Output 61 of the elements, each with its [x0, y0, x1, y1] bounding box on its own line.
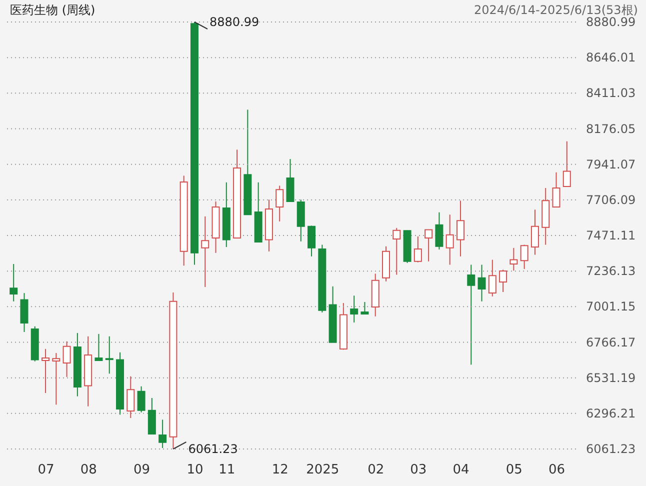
y-tick-label: 8411.03	[586, 86, 636, 100]
candlestick	[520, 244, 528, 270]
candlestick	[350, 295, 358, 323]
candlestick	[392, 227, 401, 276]
y-tick-label: 7001.15	[586, 300, 636, 314]
chart-title: 医药生物 (周线)	[10, 3, 96, 17]
annotation: 8880.99	[209, 15, 260, 29]
candlestick	[424, 229, 433, 262]
y-tick-label: 7941.07	[586, 157, 636, 172]
candlestick	[62, 340, 71, 378]
x-tick-label: 03	[410, 462, 427, 478]
candlestick	[148, 398, 156, 435]
y-tick-label: 7706.09	[586, 192, 636, 207]
candlestick	[530, 209, 539, 256]
candlestick	[446, 214, 454, 266]
candlestick	[201, 216, 210, 288]
candlestick	[42, 348, 50, 394]
y-tick-label: 8646.01	[586, 50, 636, 65]
x-tick-label: 11	[218, 462, 236, 478]
x-tick-label: 2025	[306, 462, 340, 478]
candlestick	[126, 376, 135, 418]
x-tick-label: 09	[134, 462, 150, 478]
y-tick-label: 6531.19	[586, 370, 636, 385]
x-tick-label: 04	[452, 462, 470, 478]
x-tick-label: 02	[368, 462, 384, 478]
candlestick	[456, 200, 464, 257]
y-tick-label: 6061.23	[586, 442, 636, 456]
chart-subtitle: 2024/6/14-2025/6/13(53根)	[474, 3, 638, 17]
y-tick-label: 7471.11	[586, 228, 636, 242]
y-tick-label: 8176.05	[586, 122, 636, 136]
candlestick	[414, 236, 422, 263]
y-tick-label: 7236.13	[586, 264, 636, 278]
candlestick	[435, 212, 444, 250]
candlestick	[467, 264, 476, 366]
candlestick	[308, 225, 316, 257]
x-tick-label: 07	[38, 462, 54, 478]
candlestick	[52, 352, 60, 406]
candlestick	[10, 263, 18, 302]
x-tick-label: 12	[272, 462, 288, 478]
y-tick-label: 8880.99	[586, 15, 636, 29]
candlestick	[94, 333, 103, 362]
candlestick	[499, 269, 508, 292]
annotation: 6061.23	[188, 442, 238, 456]
candlestick	[478, 264, 486, 302]
candlestick	[510, 247, 518, 272]
x-tick-label: 06	[548, 462, 566, 478]
candlestick	[105, 336, 114, 374]
candlestick	[20, 292, 28, 332]
x-tick-label: 08	[80, 462, 97, 478]
y-tick-label: 6296.21	[586, 406, 636, 420]
y-tick-label: 6766.17	[586, 335, 636, 350]
candlestick	[286, 158, 294, 202]
candlestick	[360, 301, 369, 314]
candlestick	[158, 419, 167, 448]
x-tick-label: 05	[506, 462, 522, 478]
candlestick	[276, 185, 284, 222]
candlestick	[137, 386, 146, 413]
candlestick	[562, 140, 571, 187]
x-tick-label: 10	[186, 462, 204, 478]
candlestick	[552, 172, 560, 208]
candlestick	[488, 259, 496, 297]
